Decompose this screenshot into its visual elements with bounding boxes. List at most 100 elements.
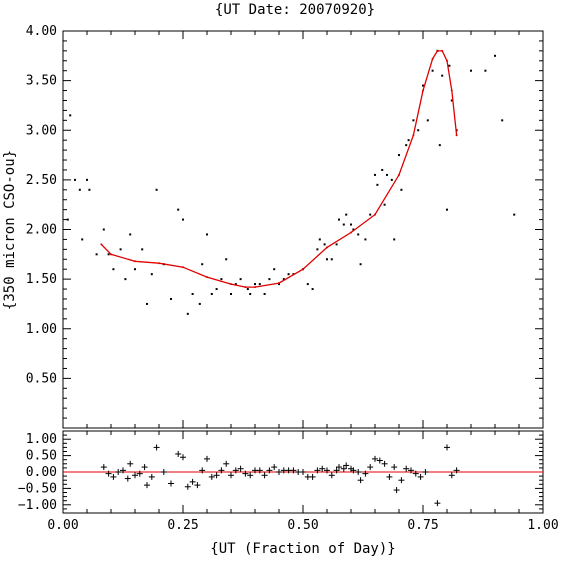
data-point [206, 233, 208, 236]
fit-point [230, 283, 232, 286]
residual-point [194, 482, 201, 489]
data-point [78, 188, 81, 191]
data-point [225, 258, 228, 261]
residual-point [199, 467, 206, 474]
data-point [345, 213, 348, 216]
data-point [364, 238, 367, 241]
data-point [386, 173, 388, 176]
residual-point [328, 472, 335, 479]
data-point [405, 144, 408, 147]
data-point [254, 283, 256, 286]
fit-curve-markers [100, 49, 458, 289]
fit-point [412, 134, 415, 137]
data-point [383, 203, 386, 206]
data-point [417, 129, 420, 132]
data-point [177, 208, 180, 211]
data-point [448, 64, 451, 67]
residual-point [448, 472, 455, 479]
residual-point [309, 473, 316, 480]
data-point [210, 293, 213, 296]
data-point [450, 99, 453, 102]
residual-point [422, 469, 429, 475]
data-point [170, 297, 172, 300]
residual-point [136, 470, 143, 477]
data-point [494, 54, 496, 57]
data-point [412, 119, 415, 122]
data-point [234, 283, 237, 286]
residual-y-tick-label: −0.50 [18, 481, 57, 496]
data-point [239, 278, 242, 281]
main-panel: 0.50 1.00 1.50 2.00 2.50 3.00 3.50 4.00 {350 mi… [2, 24, 544, 429]
main-plot-frame [62, 30, 544, 429]
residual-point [276, 469, 282, 475]
main-y-tick-label: 1.00 [26, 322, 57, 337]
residual-point [417, 473, 424, 480]
residual-point [153, 444, 160, 451]
residual-point [453, 467, 460, 474]
residual-point [319, 465, 326, 472]
residual-point [120, 467, 126, 474]
data-point [335, 243, 338, 246]
fit-point [450, 89, 453, 92]
residual-point [175, 450, 182, 457]
main-ticks [62, 30, 544, 429]
chart-title: {UT Date: 20070920} [215, 2, 375, 18]
data-point [381, 168, 384, 171]
data-point [88, 188, 91, 191]
fit-point [244, 286, 247, 289]
residual-point [115, 469, 122, 475]
fit-point [158, 262, 160, 265]
data-point [438, 144, 441, 147]
residual-point [247, 472, 254, 479]
residual-point [261, 472, 268, 479]
residual-point [208, 473, 215, 480]
fit-point [441, 49, 444, 52]
data-point [191, 293, 194, 296]
residual-point [336, 464, 342, 471]
fit-point [455, 134, 458, 137]
data-point [220, 278, 223, 281]
residual-point [333, 467, 340, 474]
residual-data-points [100, 444, 460, 507]
x-tick-labels: 0.00 0.25 0.50 0.75 1.00 [47, 518, 558, 533]
residual-point [144, 482, 150, 489]
data-point [246, 288, 249, 291]
data-point [215, 288, 218, 291]
residual-point [391, 464, 398, 471]
fit-point [100, 243, 103, 246]
residual-point [290, 467, 297, 474]
data-point [352, 228, 355, 231]
residual-point [213, 472, 220, 479]
data-point [390, 178, 393, 181]
data-point [69, 114, 72, 117]
fit-point [302, 268, 304, 271]
fit-point [254, 286, 256, 289]
main-y-tick-label: 0.50 [26, 371, 57, 386]
residual-point [228, 472, 234, 479]
residual-point [124, 475, 131, 482]
data-point [393, 238, 396, 241]
main-y-tick-label: 2.50 [26, 173, 57, 188]
residual-point [300, 469, 306, 475]
data-point [359, 263, 362, 266]
residual-point [381, 460, 388, 467]
data-point [258, 283, 261, 286]
data-point [431, 69, 434, 72]
residual-point [242, 470, 249, 477]
residual-point [372, 455, 378, 462]
data-point [119, 248, 122, 251]
data-point [86, 178, 88, 181]
data-point [141, 248, 144, 251]
residual-point [184, 483, 191, 490]
data-point [311, 288, 314, 291]
main-tick-labels: 0.50 1.00 1.50 2.00 2.50 3.00 3.50 4.00 [26, 24, 57, 386]
residual-y-tick-label: 0.00 [26, 465, 57, 480]
data-point [129, 233, 132, 236]
main-y-tick-label: 2.00 [26, 223, 57, 238]
data-point [134, 268, 136, 271]
data-point [102, 228, 105, 231]
residual-point [393, 487, 400, 494]
data-point [201, 263, 204, 266]
x-axis-label: {UT (Fraction of Day)} [210, 541, 395, 557]
fit-curve [100, 50, 458, 288]
